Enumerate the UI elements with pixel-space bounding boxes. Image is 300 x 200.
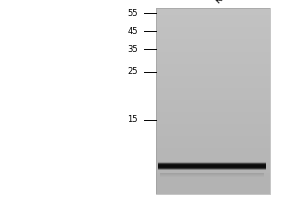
Text: 45: 45	[128, 26, 138, 36]
Text: 35: 35	[128, 45, 138, 53]
Text: 15: 15	[128, 116, 138, 124]
Text: 55: 55	[128, 8, 138, 18]
Bar	[156, 8, 270, 194]
Text: 25: 25	[128, 68, 138, 76]
Text: K562: K562	[213, 0, 236, 5]
